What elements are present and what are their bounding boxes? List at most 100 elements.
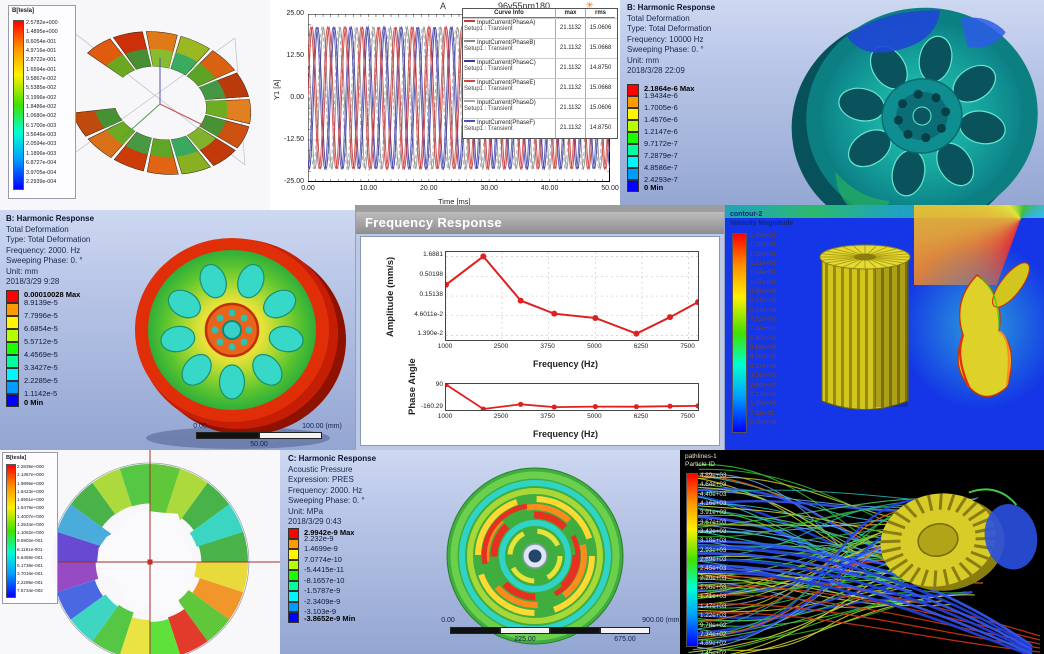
legend-values: 4.89e+03 4.64e+03 4.40e+03 4.16e+03 3.91e+03…	[700, 471, 726, 654]
amp-x-tick-label: 1000	[437, 343, 453, 350]
curve-name: InputCurrent(PhaseA) Setup1 : Transient	[463, 19, 555, 38]
legend-band	[627, 156, 639, 168]
curve-rms: 15.0606	[585, 19, 615, 38]
amp-x-tick-label: 6250	[633, 343, 649, 350]
curve-max: 21.1132	[555, 119, 585, 138]
annotation-line: Total Deformation	[6, 224, 69, 234]
ruler-segment	[500, 627, 550, 634]
curve-swatch	[464, 40, 475, 42]
legend-band	[627, 84, 639, 96]
legend-value: 3.3427e-5	[24, 363, 58, 372]
result-annotation: B: Harmonic Response Total Deformation Typ…	[627, 3, 715, 77]
legend-band	[288, 601, 299, 612]
ruler-segment	[550, 627, 600, 634]
ruler-label-right: 100.00 (mm)	[302, 423, 342, 430]
legend-value: 8.1181e-001	[17, 546, 43, 552]
legend-value: 9.78e+02	[700, 621, 727, 629]
curve-max: 21.1132	[555, 59, 585, 78]
legend-value: 3.1996e-002	[26, 94, 57, 101]
legend-value: 2.13e+00	[750, 390, 777, 398]
legend-value: 9.96e+00	[750, 288, 777, 296]
legend-value: 4.40e+03	[700, 490, 727, 498]
legend-value: 6.1700e-003	[26, 122, 57, 129]
legend-value: 1.42e+01	[750, 232, 777, 239]
panel-harmonic-response-teal-wheel: B: Harmonic Response Total Deformation Typ…	[620, 0, 1044, 210]
window-titlebar[interactable]: Frequency Response	[356, 212, 724, 234]
legend-value: 0 Min	[24, 398, 44, 407]
legend-title: B[tesla]	[6, 455, 27, 461]
plot-marker-icon: ✳	[586, 0, 594, 10]
legend-value: 4.4569e-5	[24, 350, 58, 359]
curve-swatch	[464, 20, 475, 22]
amp-x-axis-label: Frequency (Hz)	[533, 359, 599, 369]
legend-title-line2: Velocity Magnitude	[730, 220, 794, 227]
y-tick-label: 12.50	[286, 52, 304, 59]
legend-band	[627, 108, 639, 120]
table-row: InputCurrent(PhaseC) Setup1 : Transient 21…	[463, 58, 617, 78]
legend-band	[627, 168, 639, 180]
annotation-line: Total Deformation	[627, 13, 690, 23]
legend-value: 2.20e+03	[700, 574, 727, 582]
curve-max: 21.1132	[555, 99, 585, 118]
legend-value: 6.40e+00	[750, 334, 777, 342]
legend-value: 9.7172e-7	[644, 139, 678, 148]
legend-value: 1.22e+03	[700, 612, 727, 620]
legend-value: 7.11e+00	[750, 325, 776, 333]
window-content: Amplitude (mm/s) Frequency (Hz) Phase An…	[360, 236, 720, 446]
plot-title-marker: A	[440, 1, 447, 11]
curve-rms: 15.0606	[585, 99, 615, 118]
legend-band	[6, 329, 19, 342]
curve-swatch	[464, 120, 475, 122]
legend-value: 4.9716e-001	[26, 48, 57, 55]
x-tick-label: 20.00	[420, 185, 438, 192]
annotation-line: Frequency: 2000. Hz	[6, 245, 81, 255]
ruler-label-center: 50.00	[250, 441, 268, 448]
legend-value: 1.21e+01	[750, 260, 777, 268]
legend-band	[288, 570, 299, 581]
curve-rms: 15.0668	[585, 79, 615, 98]
legend-value: 1.7005e-6	[644, 103, 678, 112]
legend-value: 1.4895e+000	[26, 29, 58, 36]
amp-y-tick-label: 0.50198	[419, 271, 444, 279]
legend-colorbar	[13, 20, 24, 190]
legend-value: 7.0774e-10	[304, 554, 342, 564]
legend-value: 1.5479e+000	[17, 505, 44, 511]
acoustic-disc-model	[446, 467, 624, 645]
legend-value: 2.8722e-001	[26, 57, 57, 64]
legend-value: 7.2879e-7	[644, 151, 678, 160]
legend-title-line2: Particle ID	[685, 461, 715, 468]
legend-value: 2.93e+03	[700, 546, 727, 554]
table-row: InputCurrent(PhaseB) Setup1 : Transient 21…	[463, 38, 617, 58]
legend-value: -2.3409e-9	[304, 596, 341, 606]
legend-value: 4.8586e-7	[644, 163, 678, 172]
phase-x-tick-label: 3750	[540, 413, 555, 420]
amp-y-tick-label: 1.390e-2	[417, 330, 443, 338]
table-header: Curve Info	[463, 9, 555, 18]
flux-color-legend: B[tesla] 2.5782e+000 1.4895e+000 8.6054e-0…	[8, 5, 76, 199]
legend-value: 1.9434e-6	[644, 91, 678, 100]
annotation-line: 2018/3/28 22:09	[627, 66, 685, 75]
legend-value: 8.6054e-001	[26, 38, 57, 45]
legend-band	[627, 96, 639, 108]
legend-band	[627, 120, 639, 132]
legend-value: 0 Min	[644, 183, 664, 192]
legend-title: B[tesla]	[12, 8, 35, 14]
amp-x-tick-label: 2500	[493, 343, 509, 350]
legend-value: 7.82e+00	[750, 316, 777, 324]
legend-value: 2.0594e-003	[26, 141, 57, 148]
legend-value: -3.103e-9	[304, 607, 337, 616]
legend-value: 1.1896e-003	[26, 150, 57, 157]
legend-value: 1.2147e-6	[644, 127, 678, 136]
plot-title: 96v55nm180	[498, 1, 551, 11]
amplitude-curve	[443, 252, 701, 340]
amp-x-tick-label: 5000	[587, 343, 602, 350]
legend-value: 4.89e+02	[700, 640, 727, 648]
legend-band	[6, 303, 19, 316]
legend-value: 1.42e+00	[750, 400, 777, 408]
legend-values: 2.2839e+000 2.1367e+000 1.9895e+000 1.8423e…	[17, 463, 44, 595]
amp-y-tick-label: 4.6011e-2	[414, 310, 443, 318]
velocity-legend: contour-2 Velocity Magnitude 1.42e+01 1.3…	[728, 211, 808, 447]
legend-value: 8.9139e-5	[24, 298, 58, 307]
annotation-line: Type: Total Deformation	[6, 235, 91, 244]
